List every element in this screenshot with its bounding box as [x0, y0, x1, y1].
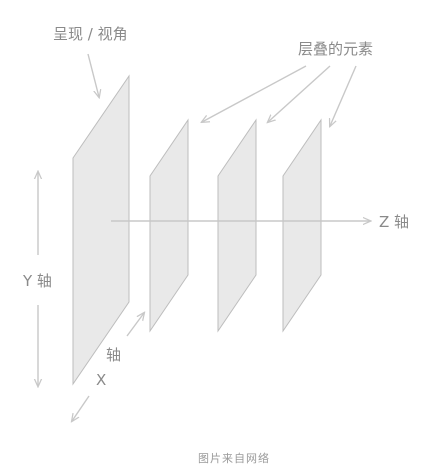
view-plane-label: 呈现 / 视角 [53, 25, 128, 43]
stacked-plane-2 [217, 118, 257, 333]
z-axis-label: Z 轴 [379, 213, 409, 231]
stacked-pointer-arrow-1 [202, 65, 307, 122]
view-plane-pointer-arrow [87, 53, 99, 97]
stacked-elements-label: 层叠的元素 [298, 40, 373, 58]
x-axis-label-top: 轴 [106, 346, 121, 364]
x-axis-arrow-up [126, 313, 144, 337]
y-axis-label: Y 轴 [22, 272, 52, 290]
stacked-plane-3 [282, 118, 322, 333]
x-axis-label-bottom: X [96, 371, 106, 389]
stacked-plane-1 [149, 118, 189, 333]
view-plane [72, 74, 130, 386]
stacked-pointer-arrow-3 [330, 65, 357, 126]
image-source-caption: 图片来自网络 [198, 451, 270, 465]
x-axis-arrow-down [72, 395, 90, 421]
stacked-pointer-arrow-2 [268, 65, 331, 122]
